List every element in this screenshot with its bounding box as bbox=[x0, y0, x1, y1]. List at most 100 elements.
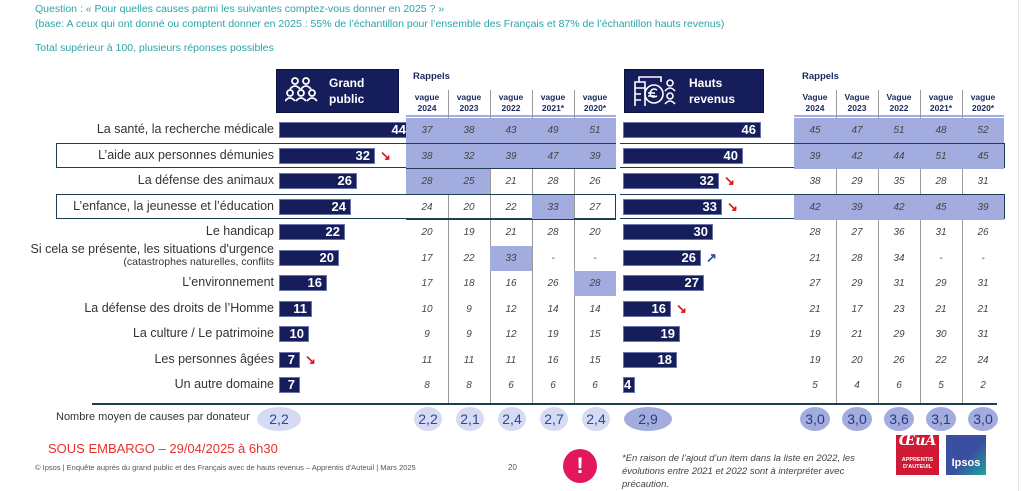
hr-history-cell: 4 bbox=[854, 380, 860, 391]
gp-wave-header: vague 2023 bbox=[448, 92, 490, 114]
source-footer: © Ipsos | Enquête auprès du grand public… bbox=[35, 463, 416, 472]
hr-history-cell: 19 bbox=[809, 354, 821, 366]
hr-history-cell: 31 bbox=[935, 227, 947, 238]
gp-history-cell: 11 bbox=[505, 354, 517, 366]
gp-bar: 26 bbox=[279, 173, 357, 189]
rappels-label-hr: Rappels bbox=[802, 71, 839, 82]
gp-history-cell: 6 bbox=[592, 380, 598, 391]
category-label-text: La culture / Le patrimoine bbox=[132, 326, 274, 340]
gp-history-cell: 26 bbox=[589, 176, 601, 187]
hr-history-cell: 42 bbox=[878, 194, 920, 220]
hr-history-cell: 21 bbox=[851, 329, 863, 340]
gp-history-cell: 21 bbox=[505, 176, 517, 187]
gp-bar: 7 bbox=[279, 377, 300, 393]
gp-average-history-pill: 2,1 bbox=[456, 407, 484, 431]
hr-history-cell: 39 bbox=[836, 194, 878, 220]
wave-word: vague bbox=[456, 92, 482, 102]
gp-history-cell: 32 bbox=[448, 143, 490, 169]
hr-history-cell: - bbox=[981, 252, 985, 264]
hr-history-cell: 44 bbox=[878, 143, 920, 169]
hr-bar: 33 bbox=[623, 198, 722, 215]
category-label-text: L’environnement bbox=[182, 275, 274, 289]
gp-average-history-pill: 2,4 bbox=[498, 407, 526, 431]
hr-wave-header: Vague 2024 bbox=[794, 92, 836, 114]
grand-public-title-1: Grand bbox=[329, 76, 365, 90]
category-label-text: L’enfance, la jeunesse et l’éducation bbox=[73, 198, 274, 213]
column-divider bbox=[878, 90, 879, 405]
gp-history-cell: 20 bbox=[421, 227, 433, 238]
hr-bar: 46 bbox=[623, 122, 761, 138]
hr-history-cell: 26 bbox=[893, 354, 905, 366]
gp-history-cell: 11 bbox=[421, 354, 433, 366]
category-label: La défense des droits de l’Homme bbox=[84, 301, 274, 315]
hr-history-cell: 22 bbox=[935, 354, 947, 366]
question-text: Question : « Pour quelles causes parmi l… bbox=[35, 3, 445, 15]
hr-bar: 18 bbox=[623, 351, 677, 368]
gp-history-cell: 6 bbox=[550, 380, 556, 391]
hr-history-cell: 17 bbox=[851, 303, 863, 315]
gp-bar: 16 bbox=[279, 275, 327, 291]
wave-word: vague bbox=[498, 92, 524, 102]
question-base: (base: A ceux qui ont donné ou comptent … bbox=[35, 18, 725, 30]
category-label: Si cela se présente, les situations d'ur… bbox=[31, 242, 275, 268]
column-divider bbox=[532, 90, 533, 405]
gp-history-cell: 6 bbox=[508, 380, 514, 391]
wave-word: Vague bbox=[886, 92, 912, 102]
category-label: L’aide aux personnes démunies bbox=[98, 148, 274, 162]
gp-bar: 10 bbox=[279, 326, 309, 342]
gp-history-cell: 17 bbox=[421, 252, 433, 264]
column-divider bbox=[448, 90, 449, 405]
ipsos-logo-text: Ipsos bbox=[951, 457, 981, 469]
gp-history-cell: 21 bbox=[505, 227, 517, 238]
category-label: La santé, la recherche médicale bbox=[97, 122, 274, 136]
hr-history-cell: 35 bbox=[893, 176, 905, 187]
gp-history-cell: 8 bbox=[466, 380, 472, 391]
hr-history-cell: 31 bbox=[977, 329, 989, 340]
gp-history-cell: 28 bbox=[547, 176, 559, 187]
wave-word: Vague bbox=[802, 92, 828, 102]
question-note: Total supérieur à 100, plusieurs réponse… bbox=[35, 42, 274, 54]
row-highlight-frame-gp bbox=[56, 193, 616, 219]
gp-history-cell: 17 bbox=[421, 278, 433, 289]
wave-word: vague bbox=[582, 92, 608, 102]
trend-up-arrow-icon: ↗ bbox=[706, 249, 717, 265]
hr-history-cell: 51 bbox=[920, 143, 962, 169]
table-bottom-rule bbox=[92, 403, 997, 405]
hr-history-cell: 27 bbox=[851, 227, 863, 238]
hr-history-cell: 52 bbox=[962, 118, 1004, 143]
category-label-text: L’aide aux personnes démunies bbox=[98, 147, 274, 162]
category-label: La défense des animaux bbox=[138, 173, 274, 187]
gp-history-cell: 28 bbox=[406, 169, 448, 194]
hr-history-cell: 27 bbox=[809, 278, 821, 289]
wave-word: vague bbox=[540, 92, 566, 102]
category-label: Les personnes âgées bbox=[154, 352, 274, 366]
apprentis-auteuil-logo: ŒuA APPRENTIS D'AUTEUIL bbox=[896, 434, 939, 475]
gp-history-cell: 12 bbox=[505, 303, 517, 315]
trend-down-arrow-icon: ↘ bbox=[727, 198, 738, 214]
hr-bar: 19 bbox=[623, 326, 680, 342]
people-group-icon bbox=[285, 77, 318, 102]
trend-down-arrow-icon: ↘ bbox=[380, 147, 391, 163]
gp-bar: 32 bbox=[279, 147, 375, 164]
hr-average-history-pill: 3,0 bbox=[968, 407, 998, 431]
wave-year: 2023 bbox=[847, 103, 867, 113]
category-sublabel: (catastrophes naturelles, conflits bbox=[123, 255, 274, 268]
hr-bar: 32 bbox=[623, 173, 719, 189]
column-divider bbox=[574, 90, 575, 405]
hr-history-cell: 19 bbox=[809, 329, 821, 340]
hr-history-cell: 31 bbox=[977, 176, 989, 187]
hr-history-cell: 23 bbox=[893, 303, 905, 315]
category-label-text: Si cela se présente, les situations d'ur… bbox=[30, 241, 275, 256]
wave-year: 2024 bbox=[805, 103, 825, 113]
gp-history-cell: 8 bbox=[424, 380, 430, 391]
page-number: 20 bbox=[508, 463, 517, 472]
hr-history-cell: 6 bbox=[896, 380, 902, 391]
category-label-text: Les personnes âgées bbox=[154, 351, 274, 366]
gp-history-cell: 9 bbox=[424, 329, 430, 340]
category-label-text: Un autre domaine bbox=[174, 377, 274, 391]
gp-history-cell: 39 bbox=[574, 143, 616, 169]
gp-history-cell: 19 bbox=[463, 227, 475, 238]
hr-history-cell: 2 bbox=[980, 380, 986, 391]
hr-history-cell: 26 bbox=[977, 227, 989, 238]
gp-history-cell: 20 bbox=[589, 227, 601, 238]
